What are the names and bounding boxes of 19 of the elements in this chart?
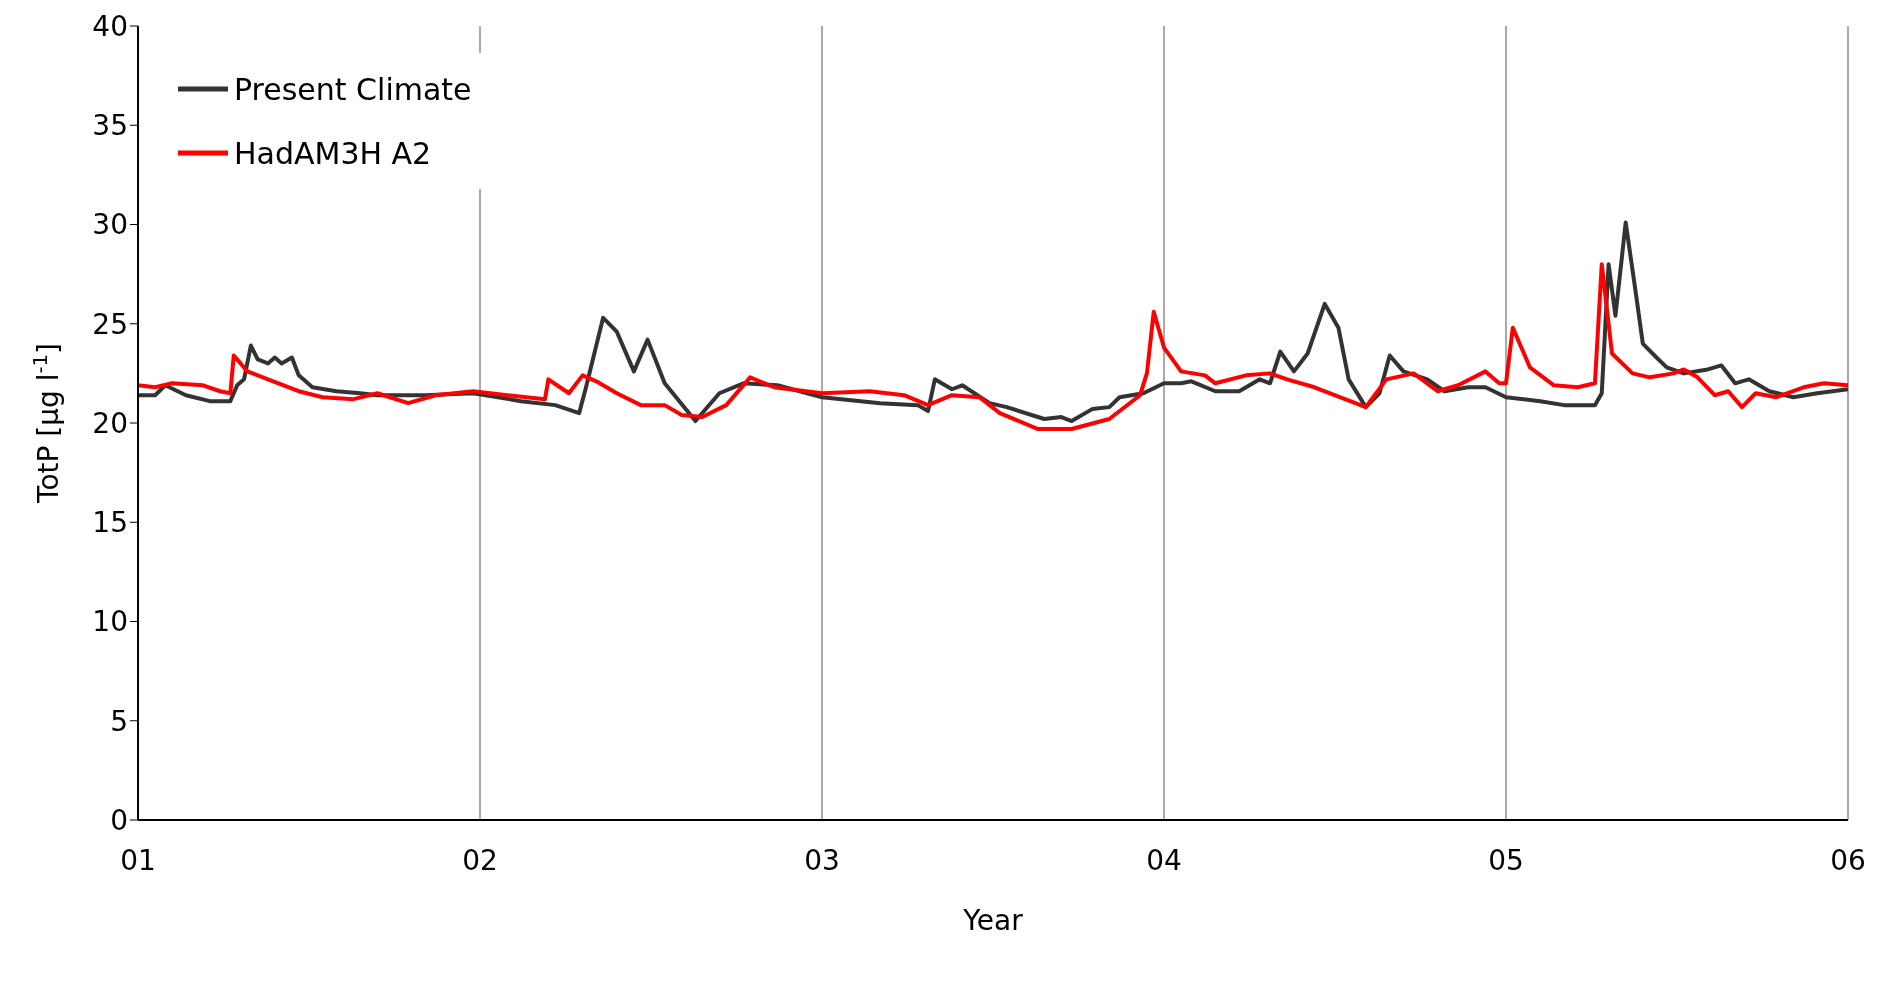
line-series [138,262,1848,431]
y-tick-label: 40 [92,9,128,43]
y-tick-label: 10 [92,605,128,639]
x-tick-label: 02 [462,843,498,877]
y-tick-label: 0 [110,803,128,837]
y-tick-label: 5 [110,704,128,738]
legend-label: HadAM3H A2 [234,135,432,171]
y-tick-label: 35 [92,109,128,143]
y-tick-label: 30 [92,208,128,242]
legend-label: Present Climate [234,71,472,107]
x-tick-label: 06 [1830,843,1866,877]
x-tick-label: 04 [1146,843,1182,877]
x-tick-label: 03 [804,843,840,877]
x-tick-label: 05 [1488,843,1524,877]
y-tick-label: 25 [92,307,128,341]
y-tick-label: 15 [92,506,128,540]
x-axis-title: Year [962,904,1024,937]
x-tick-label: 01 [120,843,156,877]
y-tick-label: 20 [92,406,128,440]
